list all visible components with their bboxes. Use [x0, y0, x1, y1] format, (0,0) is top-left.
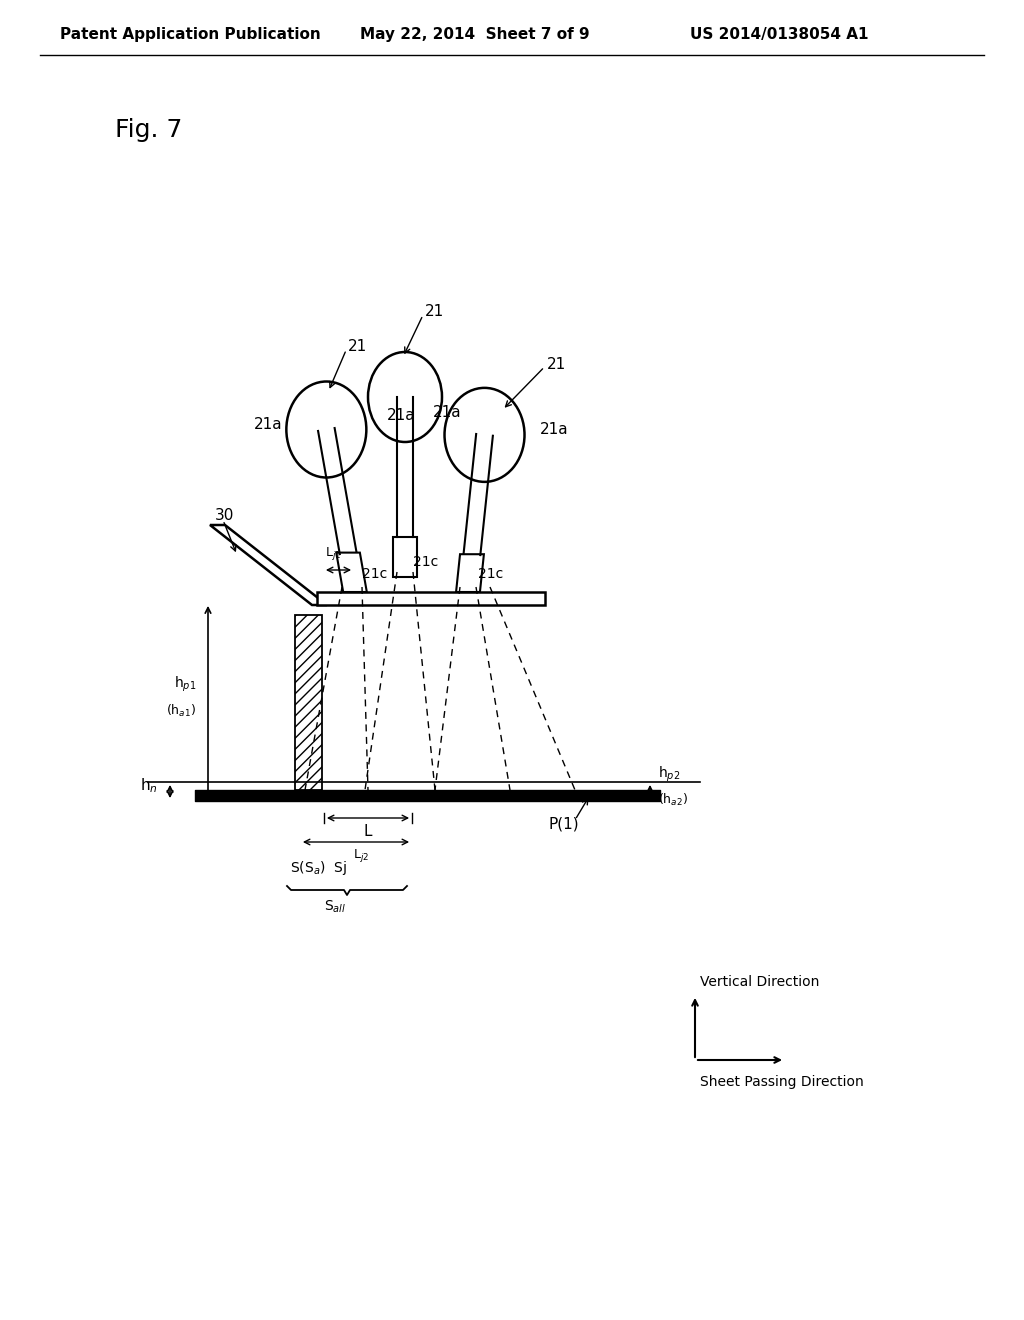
Text: h$_{p1}$: h$_{p1}$: [174, 675, 196, 694]
Text: L: L: [364, 825, 373, 840]
Polygon shape: [317, 591, 545, 605]
Ellipse shape: [368, 352, 442, 442]
Polygon shape: [336, 553, 367, 591]
Text: Fig. 7: Fig. 7: [115, 117, 182, 143]
Text: May 22, 2014  Sheet 7 of 9: May 22, 2014 Sheet 7 of 9: [360, 28, 590, 42]
Text: Patent Application Publication: Patent Application Publication: [60, 28, 321, 42]
Polygon shape: [456, 554, 484, 591]
Polygon shape: [210, 525, 327, 605]
Text: L$_{j1}$: L$_{j1}$: [325, 545, 341, 562]
Text: 21a: 21a: [254, 417, 283, 432]
Text: h$_n$: h$_n$: [140, 776, 158, 796]
Text: S(S$_a$)  Sj: S(S$_a$) Sj: [290, 859, 347, 876]
Ellipse shape: [287, 381, 367, 478]
Text: h$_{p2}$: h$_{p2}$: [658, 764, 680, 784]
Text: US 2014/0138054 A1: US 2014/0138054 A1: [690, 28, 868, 42]
Text: 21a: 21a: [540, 422, 568, 437]
Text: (h$_{a2}$): (h$_{a2}$): [658, 792, 688, 808]
Text: L$_{j2}$: L$_{j2}$: [353, 847, 369, 865]
Text: P(1): P(1): [548, 817, 579, 832]
Text: Vertical Direction: Vertical Direction: [700, 975, 819, 989]
Text: Sheet Passing Direction: Sheet Passing Direction: [700, 1074, 864, 1089]
Text: (h$_{a1}$): (h$_{a1}$): [166, 702, 196, 718]
Text: 21c: 21c: [362, 568, 387, 581]
Text: 21: 21: [348, 339, 368, 354]
Polygon shape: [295, 615, 322, 789]
Text: S$_{all}$: S$_{all}$: [324, 899, 346, 915]
Text: 21: 21: [425, 305, 444, 319]
Polygon shape: [393, 537, 417, 577]
Text: 21c: 21c: [413, 554, 438, 569]
Text: 21c: 21c: [478, 568, 503, 581]
Text: 30: 30: [215, 507, 234, 523]
Text: 21: 21: [547, 358, 566, 372]
Text: 21a: 21a: [432, 405, 461, 420]
Ellipse shape: [444, 388, 524, 482]
Text: 21a: 21a: [387, 408, 416, 422]
